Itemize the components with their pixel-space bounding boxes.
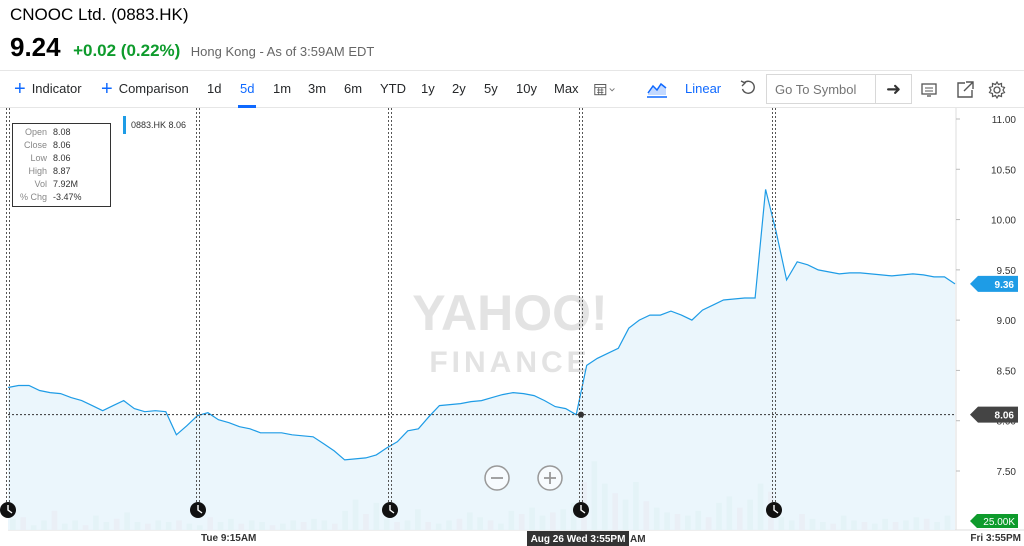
price-row: 9.24 +0.02 (0.22%) Hong Kong - As of 3:5… <box>10 32 374 62</box>
volume-tag-text: 25.00K <box>983 517 1015 528</box>
indicator-button[interactable]: + Indicator <box>14 71 82 107</box>
comparison-button[interactable]: + Comparison <box>101 71 189 107</box>
price-area-fill <box>8 189 955 530</box>
range-6m[interactable]: 6m <box>344 81 363 96</box>
range-max[interactable]: Max <box>554 81 579 96</box>
go-to-symbol-input[interactable] <box>766 74 876 104</box>
crosshair-price-tag <box>970 406 1018 423</box>
tooltip-value: 7.92M <box>53 179 79 189</box>
tooltip-open-row: Open 8.08 <box>17 126 106 139</box>
clock-hand <box>580 505 586 514</box>
zoom-in-button[interactable] <box>537 465 563 491</box>
current-price-tag <box>970 275 1018 292</box>
tooltip-value: 8.06 <box>53 153 71 163</box>
zoom-out-button[interactable] <box>484 465 510 491</box>
volume-tag <box>970 514 1018 528</box>
range-1y[interactable]: 1y <box>421 81 435 96</box>
clock-hand <box>7 505 13 514</box>
range-3m[interactable]: 3m <box>308 81 327 96</box>
scale-linear-button[interactable]: Linear <box>685 81 722 96</box>
crosshair-price-tag-text: 8.06 <box>995 411 1015 422</box>
crosshair-point <box>578 411 584 418</box>
stock-title: CNOOC Ltd. (0883.HK) <box>10 5 189 24</box>
y-tick-label: 8.50 <box>997 366 1017 377</box>
range-10y[interactable]: 10y <box>516 81 537 96</box>
x-axis-label-fragment: AM <box>630 534 646 545</box>
tooltip-label: High <box>28 166 47 176</box>
tooltip-value: -3.47% <box>53 192 82 202</box>
x-axis-label: Fri 3:55PM <box>970 533 1021 544</box>
settings-gear-icon[interactable] <box>986 79 1008 101</box>
range-ytd[interactable]: YTD <box>380 81 406 96</box>
current-price: 9.24 <box>10 32 61 62</box>
clock-hand <box>197 505 203 514</box>
x-crosshair-label: Aug 26 Wed 3:55PM <box>531 534 626 545</box>
tooltip-value: 8.06 <box>53 140 71 150</box>
y-tick-label: 11.00 <box>992 115 1017 126</box>
tooltip-change-row: % Chg -3.47% <box>17 191 106 204</box>
tooltip-label: Low <box>30 153 47 163</box>
tooltip-high-row: High 8.87 <box>17 165 106 178</box>
x-axis-label: Tue 9:15AM <box>201 533 256 544</box>
clock-hand <box>389 505 395 514</box>
indicator-label: Indicator <box>31 81 82 96</box>
clock-hand <box>773 505 779 514</box>
price-chart[interactable]: 11.0010.5010.009.509.008.508.007.50YAHOO… <box>0 108 1024 546</box>
y-tick-label: 10.00 <box>991 216 1016 227</box>
y-tick-label: 9.50 <box>997 266 1017 277</box>
quote-header: CNOOC Ltd. (0883.HK) 9.24 +0.02 (0.22%) … <box>10 4 374 62</box>
watermark-finance: FINANCE <box>429 346 590 379</box>
undo-icon[interactable] <box>737 77 759 99</box>
price-line <box>7 189 956 461</box>
range-2y[interactable]: 2y <box>452 81 466 96</box>
chart-toolbar: + Indicator + Comparison 1d 5d 1m 3m 6m YT… <box>0 70 1024 108</box>
range-5d[interactable]: 5d <box>237 71 258 108</box>
range-1d[interactable]: 1d <box>207 81 222 96</box>
current-price-tag-text: 9.36 <box>995 280 1015 291</box>
plus-icon: + <box>14 78 26 100</box>
price-change: +0.02 (0.22%) <box>73 41 181 60</box>
tooltip-label: Close <box>23 140 47 150</box>
comparison-label: Comparison <box>118 81 189 96</box>
expand-icon[interactable] <box>954 79 976 101</box>
arrow-right-icon: ➜ <box>885 79 902 99</box>
watermark-yahoo: YAHOO! <box>412 285 607 341</box>
range-5y[interactable]: 5y <box>484 81 498 96</box>
chart-type-icon[interactable] <box>646 77 668 99</box>
market-status: Hong Kong - As of 3:59AM EDT <box>190 44 375 59</box>
calendar-icon[interactable] <box>594 79 616 101</box>
tooltip-label: Vol <box>34 179 47 189</box>
plus-icon: + <box>101 78 113 100</box>
ohlc-tooltip: Open 8.08 Close 8.06 Low 8.06 High 8.87 Vol 7… <box>12 123 111 207</box>
y-tick-label: 7.50 <box>997 467 1017 478</box>
go-button[interactable]: ➜ <box>876 74 912 104</box>
range-1m[interactable]: 1m <box>273 81 292 96</box>
tooltip-vol-row: Vol 7.92M <box>17 178 106 191</box>
tooltip-label: Open <box>24 127 47 137</box>
tooltip-value: 8.87 <box>53 166 71 176</box>
y-tick-label: 10.50 <box>991 165 1016 176</box>
x-crosshair-label-bg <box>527 531 629 546</box>
tooltip-low-row: Low 8.06 <box>17 152 106 165</box>
y-tick-label: 9.00 <box>997 316 1017 327</box>
print-icon[interactable] <box>918 79 940 101</box>
tooltip-value: 8.08 <box>53 127 71 137</box>
series-legend: 0883.HK 8.06 <box>123 116 186 134</box>
tooltip-close-row: Close 8.06 <box>17 139 106 152</box>
tooltip-label: % Chg <box>19 192 47 202</box>
